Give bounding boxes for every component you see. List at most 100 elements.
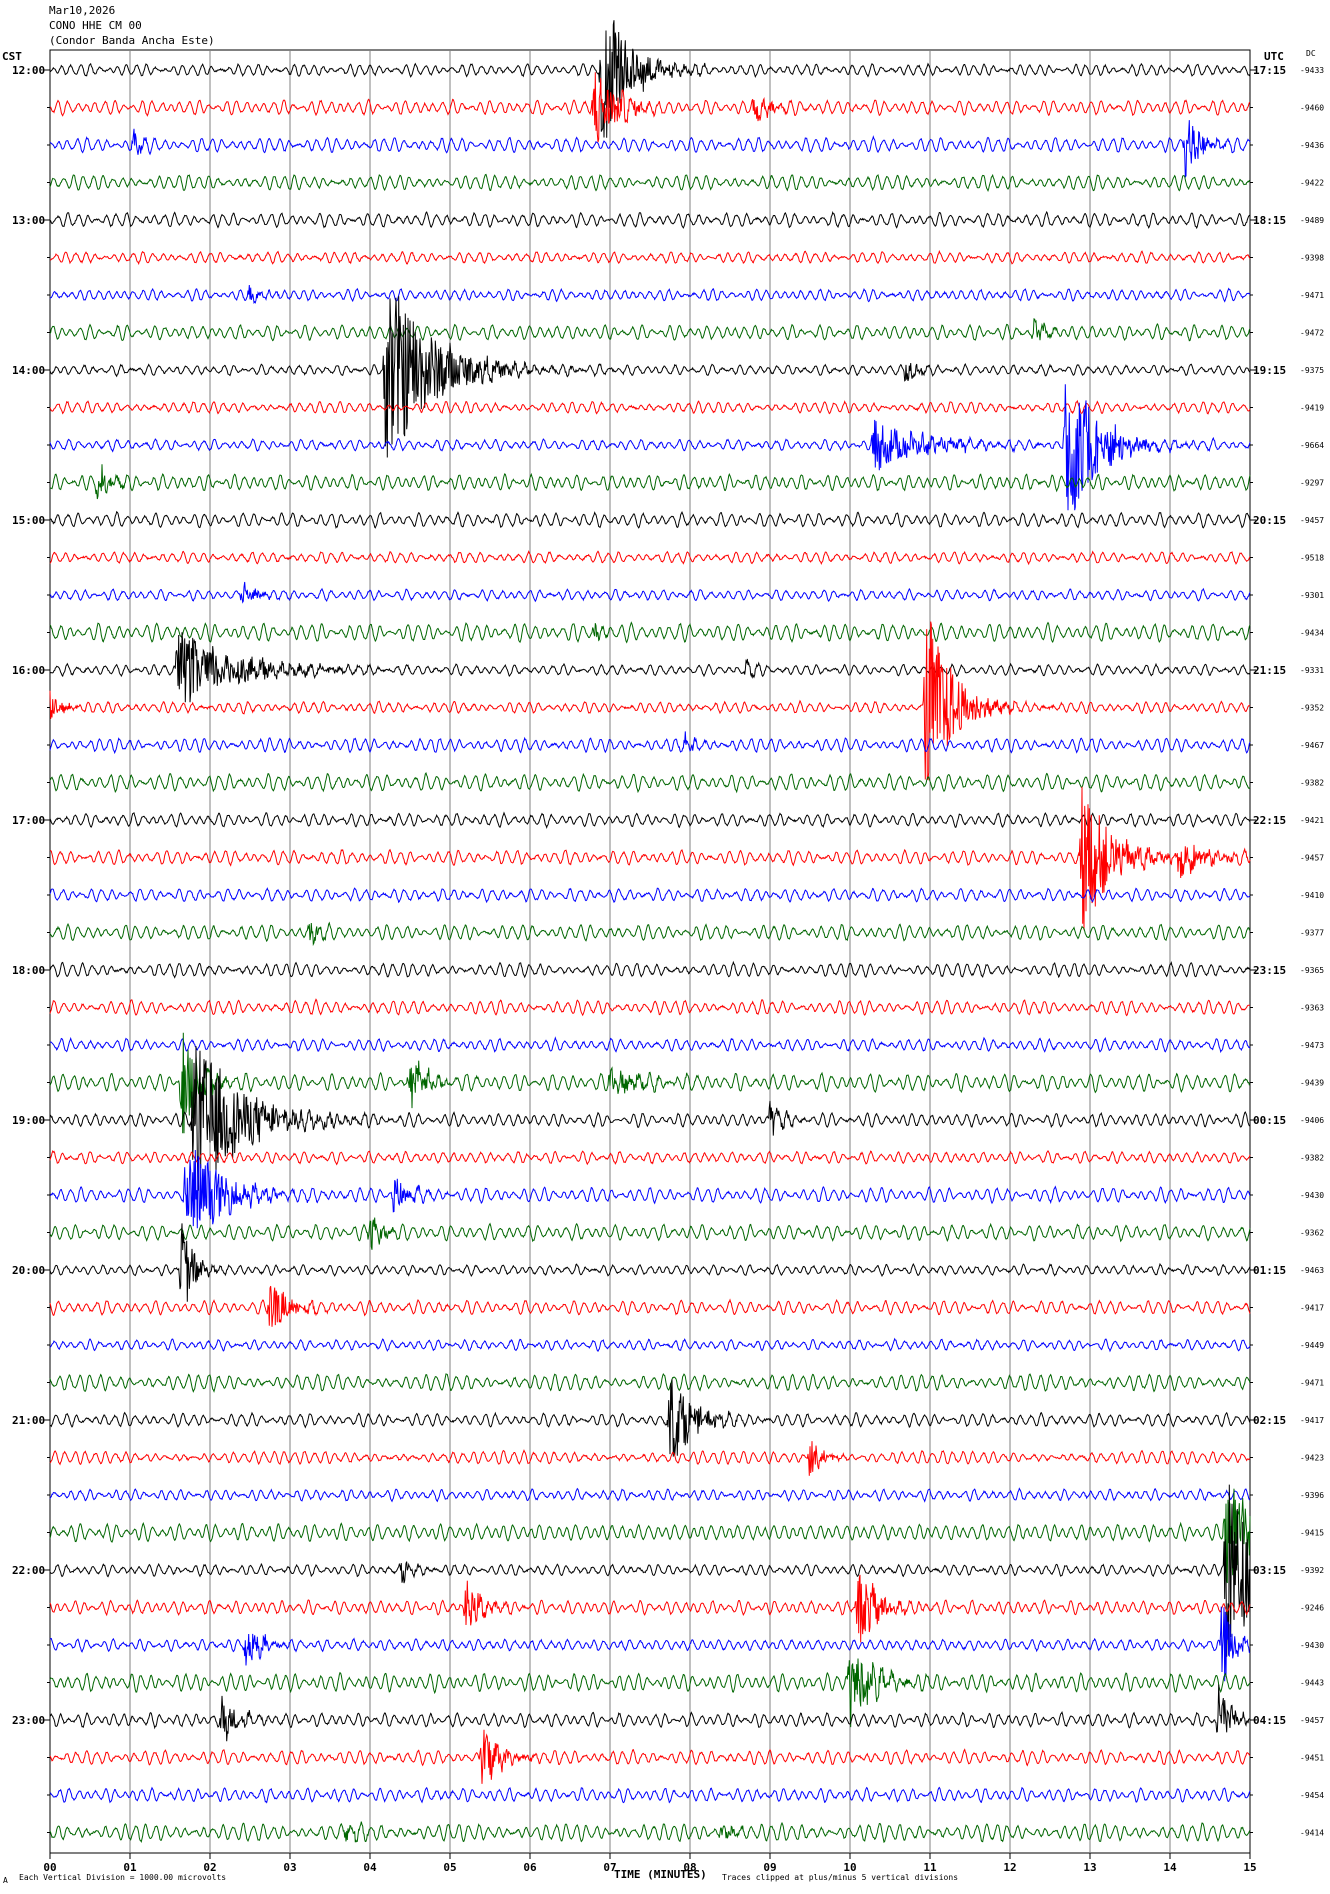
seismic-trace xyxy=(49,1032,1251,1134)
utc-time-label: 17:15 xyxy=(1253,64,1286,77)
dc-value-label: -9489 xyxy=(1300,216,1324,225)
dc-value-label: -9382 xyxy=(1300,779,1324,788)
dc-value-label: -9454 xyxy=(1300,1791,1324,1800)
x-tick-label: 13 xyxy=(1083,1861,1096,1874)
seismic-trace xyxy=(49,550,1251,566)
seismic-trace xyxy=(49,249,1251,266)
seismic-trace xyxy=(49,1487,1251,1503)
x-tick-label: 07 xyxy=(603,1861,616,1874)
utc-label: UTC xyxy=(1264,50,1284,63)
cst-time-label: 20:00 xyxy=(12,1264,45,1277)
x-tick-label: 01 xyxy=(123,1861,137,1874)
x-tick-label: 03 xyxy=(283,1861,296,1874)
seismic-trace xyxy=(49,1337,1251,1353)
dc-value-label: -9352 xyxy=(1300,704,1324,713)
seismic-trace xyxy=(49,1484,1251,1657)
utc-time-label: 03:15 xyxy=(1253,1564,1286,1577)
dc-value-label: -9451 xyxy=(1300,1754,1324,1763)
x-axis-title: TIME (MINUTES) xyxy=(614,1868,707,1881)
seismic-trace xyxy=(49,1217,1251,1250)
dc-value-label: -9377 xyxy=(1300,929,1324,938)
utc-time-label: 21:15 xyxy=(1253,664,1286,677)
x-tick-label: 02 xyxy=(203,1861,216,1874)
dc-value-label: -9297 xyxy=(1300,479,1324,488)
seismic-trace xyxy=(49,510,1251,529)
dc-value-label: -9417 xyxy=(1300,1416,1324,1425)
dc-value-label: -9449 xyxy=(1300,1341,1324,1350)
dc-value-label: -9443 xyxy=(1300,1679,1324,1688)
dc-value-label: -9430 xyxy=(1300,1191,1324,1200)
x-tick-label: 12 xyxy=(1003,1861,1016,1874)
dc-value-label: -9414 xyxy=(1300,1829,1324,1838)
dc-value-label: -9375 xyxy=(1300,366,1324,375)
dc-value-label: -9417 xyxy=(1300,1304,1324,1313)
dc-value-label: -9430 xyxy=(1300,1641,1324,1650)
dc-value-label: -9457 xyxy=(1300,854,1324,863)
seismic-trace xyxy=(49,621,1251,781)
dc-value-label: -9396 xyxy=(1300,1491,1324,1500)
seismic-trace xyxy=(49,621,1251,644)
corner-mark: A xyxy=(3,1876,8,1885)
plot-frame xyxy=(49,49,1251,1854)
dc-value-label: -9406 xyxy=(1300,1116,1324,1125)
dc-value-label: -9421 xyxy=(1300,816,1324,825)
cst-time-label: 16:00 xyxy=(12,664,45,677)
scale-note: Each Vertical Division = 1000.00 microvo… xyxy=(19,1873,227,1882)
seismic-trace xyxy=(49,960,1251,979)
dc-value-label: -9473 xyxy=(1300,1041,1324,1050)
dc-value-label: -9422 xyxy=(1300,179,1324,188)
utc-time-label: 01:15 xyxy=(1253,1264,1286,1277)
seismic-trace xyxy=(49,1149,1251,1166)
dc-value-label: -9471 xyxy=(1300,1379,1324,1388)
cst-time-label: 15:00 xyxy=(12,514,45,527)
utc-time-label: 04:15 xyxy=(1253,1714,1286,1727)
utc-time-label: 23:15 xyxy=(1253,964,1286,977)
seismic-trace xyxy=(49,1036,1251,1054)
seismic-trace xyxy=(49,1574,1251,1643)
cst-time-label: 17:00 xyxy=(12,814,45,827)
seismic-trace xyxy=(49,318,1251,342)
header-site: (Condor Banda Ancha Este) xyxy=(49,34,215,47)
dc-value-label: -9664 xyxy=(1300,441,1324,450)
x-tick-label: 11 xyxy=(923,1861,937,1874)
seismic-trace xyxy=(49,1658,1251,1728)
seismic-trace xyxy=(49,1223,1251,1302)
seismic-trace xyxy=(49,210,1251,230)
seismic-trace xyxy=(49,1379,1251,1457)
dc-value-label: -9365 xyxy=(1300,966,1324,975)
seismic-trace xyxy=(49,120,1251,179)
seismic-trace xyxy=(49,731,1251,755)
x-tick-label: 04 xyxy=(363,1861,377,1874)
dc-value-label: -9471 xyxy=(1300,291,1324,300)
dc-value-label: -9433 xyxy=(1300,66,1324,75)
seismic-trace xyxy=(49,581,1251,604)
dc-value-label: -9434 xyxy=(1300,629,1324,638)
seismic-trace xyxy=(49,1149,1251,1229)
seismic-trace xyxy=(49,1684,1251,1742)
x-tick-label: 05 xyxy=(443,1861,456,1874)
seismic-trace xyxy=(49,632,1251,703)
cst-time-label: 22:00 xyxy=(12,1564,45,1577)
header-date: Mar10,2026 xyxy=(49,4,116,17)
dc-value-label: -9436 xyxy=(1300,141,1324,150)
cst-time-label: 18:00 xyxy=(12,964,45,977)
x-tick-label: 06 xyxy=(523,1861,537,1874)
utc-time-label: 22:15 xyxy=(1253,814,1286,827)
seismic-trace xyxy=(49,1821,1251,1844)
seismic-trace xyxy=(49,296,1251,458)
cst-label: CST xyxy=(2,50,22,63)
dc-value-label: -9392 xyxy=(1300,1566,1324,1575)
seismic-trace xyxy=(49,811,1251,829)
dc-value-label: -9362 xyxy=(1300,1229,1324,1238)
x-tick-label: 15 xyxy=(1243,1861,1256,1874)
dc-value-label: -9382 xyxy=(1300,1154,1324,1163)
seismic-trace xyxy=(49,786,1251,931)
seismic-trace xyxy=(49,887,1251,904)
x-tick-label: 08 xyxy=(683,1861,696,1874)
seismic-trace xyxy=(49,464,1251,500)
x-tick-label: 09 xyxy=(763,1861,776,1874)
dc-value-label: -9301 xyxy=(1300,591,1324,600)
dc-value-label: -9463 xyxy=(1300,1266,1324,1275)
cst-time-label: 12:00 xyxy=(12,64,45,77)
